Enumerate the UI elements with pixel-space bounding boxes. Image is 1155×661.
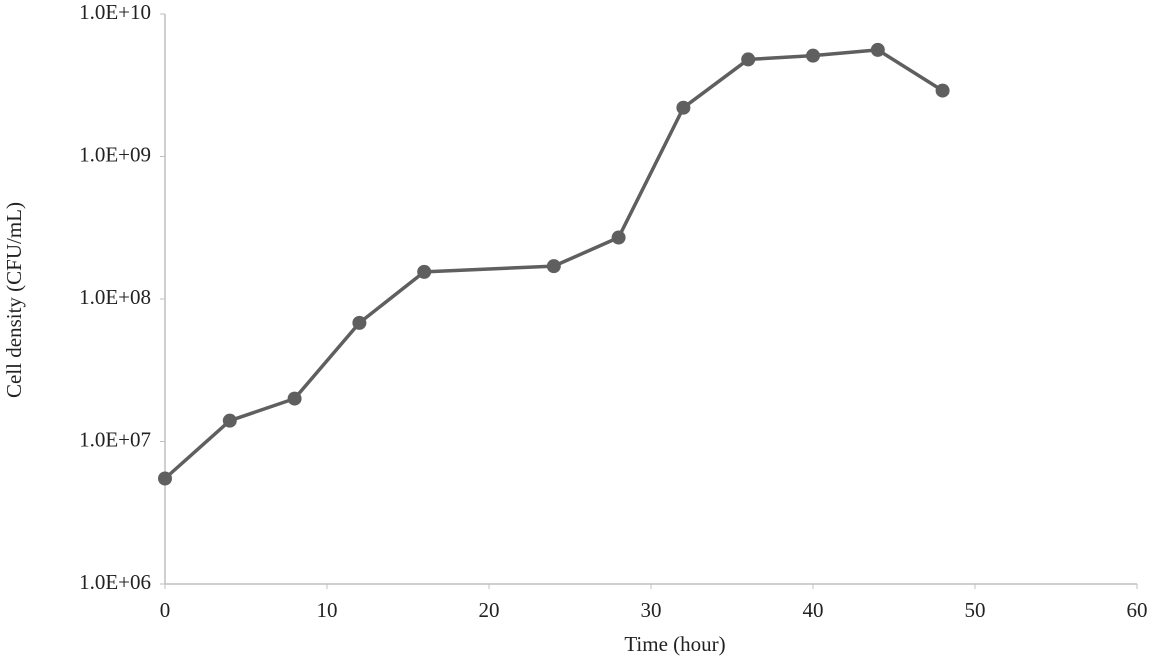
data-point xyxy=(352,315,367,330)
data-point xyxy=(222,413,237,428)
y-tick-label: 1.0E+09 xyxy=(79,142,151,166)
data-point xyxy=(546,259,561,274)
data-point xyxy=(935,83,950,98)
x-tick-label: 50 xyxy=(965,598,986,622)
data-point xyxy=(870,42,885,57)
y-axis-title: Cell density (CFU/mL) xyxy=(2,202,26,398)
x-tick-label: 10 xyxy=(317,598,338,622)
y-tick-label: 1.0E+07 xyxy=(79,427,151,451)
data-point xyxy=(806,48,820,63)
x-tick-label: 40 xyxy=(803,598,824,622)
data-point xyxy=(741,52,756,67)
data-point xyxy=(287,391,302,406)
x-axis-title: Time (hour) xyxy=(624,632,725,656)
data-point xyxy=(611,230,626,245)
x-tick-label: 30 xyxy=(641,598,662,622)
x-tick-label: 60 xyxy=(1127,598,1148,622)
data-point xyxy=(158,471,172,486)
x-tick-label: 20 xyxy=(479,598,500,622)
y-tick-label: 1.0E+08 xyxy=(79,285,151,309)
y-tick-label: 1.0E+06 xyxy=(79,570,151,594)
y-tick-label: 1.0E+10 xyxy=(79,0,151,24)
data-point xyxy=(676,100,691,115)
data-point xyxy=(417,264,432,279)
series-line xyxy=(163,48,944,480)
x-tick-label: 0 xyxy=(160,598,171,622)
